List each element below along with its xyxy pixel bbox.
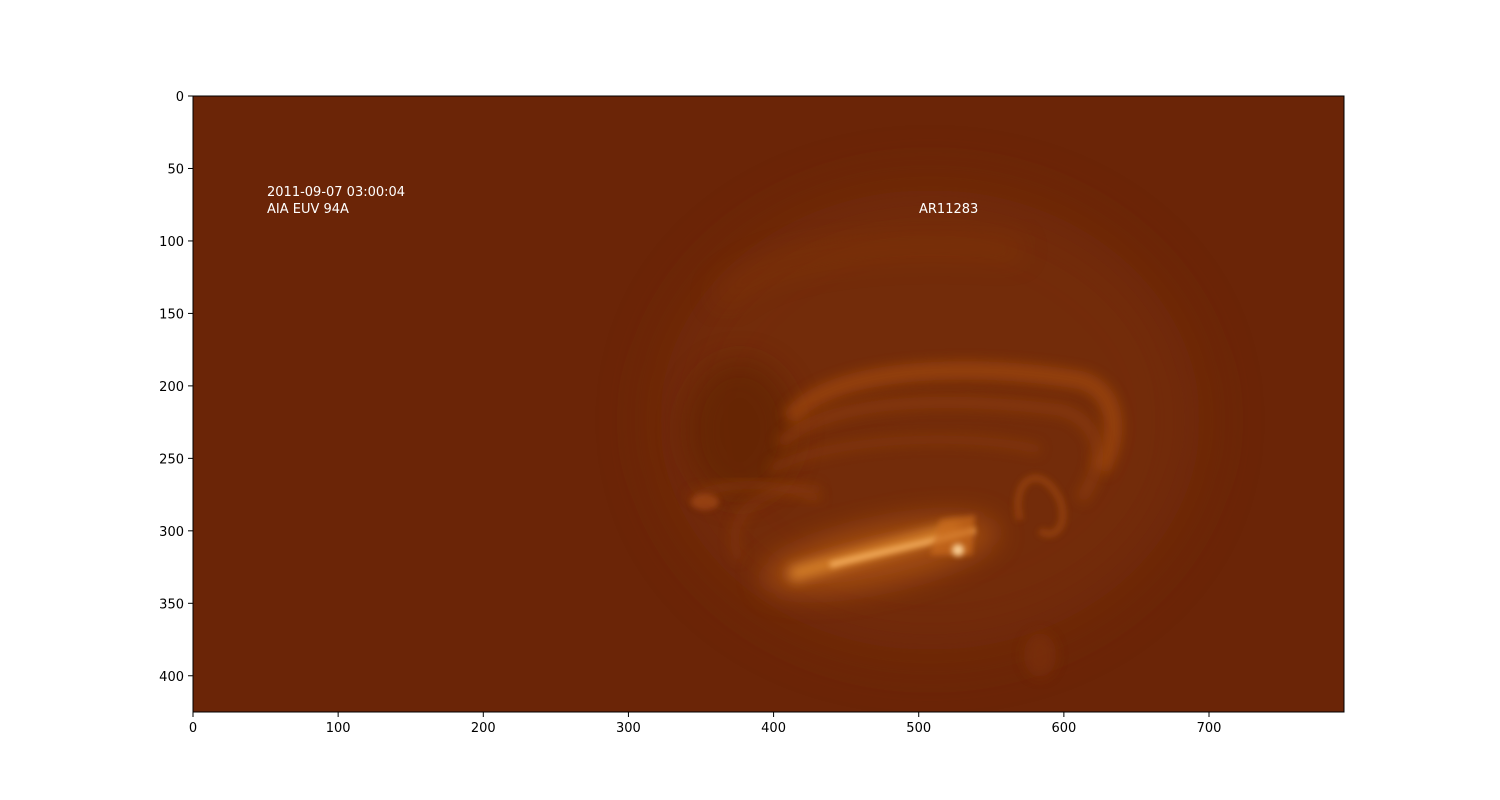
plot-frame	[192, 95, 1345, 713]
x-tick-label: 500	[906, 721, 931, 736]
region-label: AR11283	[919, 202, 978, 217]
y-axis: 0 50 100 150 200 250 300 350 400	[159, 90, 193, 685]
x-tick-label: 600	[1051, 721, 1076, 736]
y-tick-label: 150	[159, 307, 184, 322]
y-tick-label: 300	[159, 525, 184, 540]
y-tick-label: 100	[159, 235, 184, 250]
solar-image	[193, 96, 1344, 712]
x-axis: 0 100 200 300 400 500 600 700	[189, 712, 1222, 736]
y-tick-label: 400	[159, 670, 184, 685]
instrument-label: AIA EUV 94A	[267, 202, 349, 217]
x-tick-label: 300	[616, 721, 641, 736]
y-tick-label: 50	[167, 162, 184, 177]
x-tick-label: 700	[1197, 721, 1222, 736]
y-tick-label: 0	[176, 90, 184, 105]
x-tick-label: 100	[326, 721, 351, 736]
y-tick-label: 250	[159, 452, 184, 467]
x-tick-label: 0	[189, 721, 197, 736]
x-tick-label: 200	[471, 721, 496, 736]
timestamp-label: 2011-09-07 03:00:04	[267, 185, 405, 200]
y-tick-label: 350	[159, 597, 184, 612]
y-tick-label: 200	[159, 380, 184, 395]
x-tick-label: 400	[761, 721, 786, 736]
